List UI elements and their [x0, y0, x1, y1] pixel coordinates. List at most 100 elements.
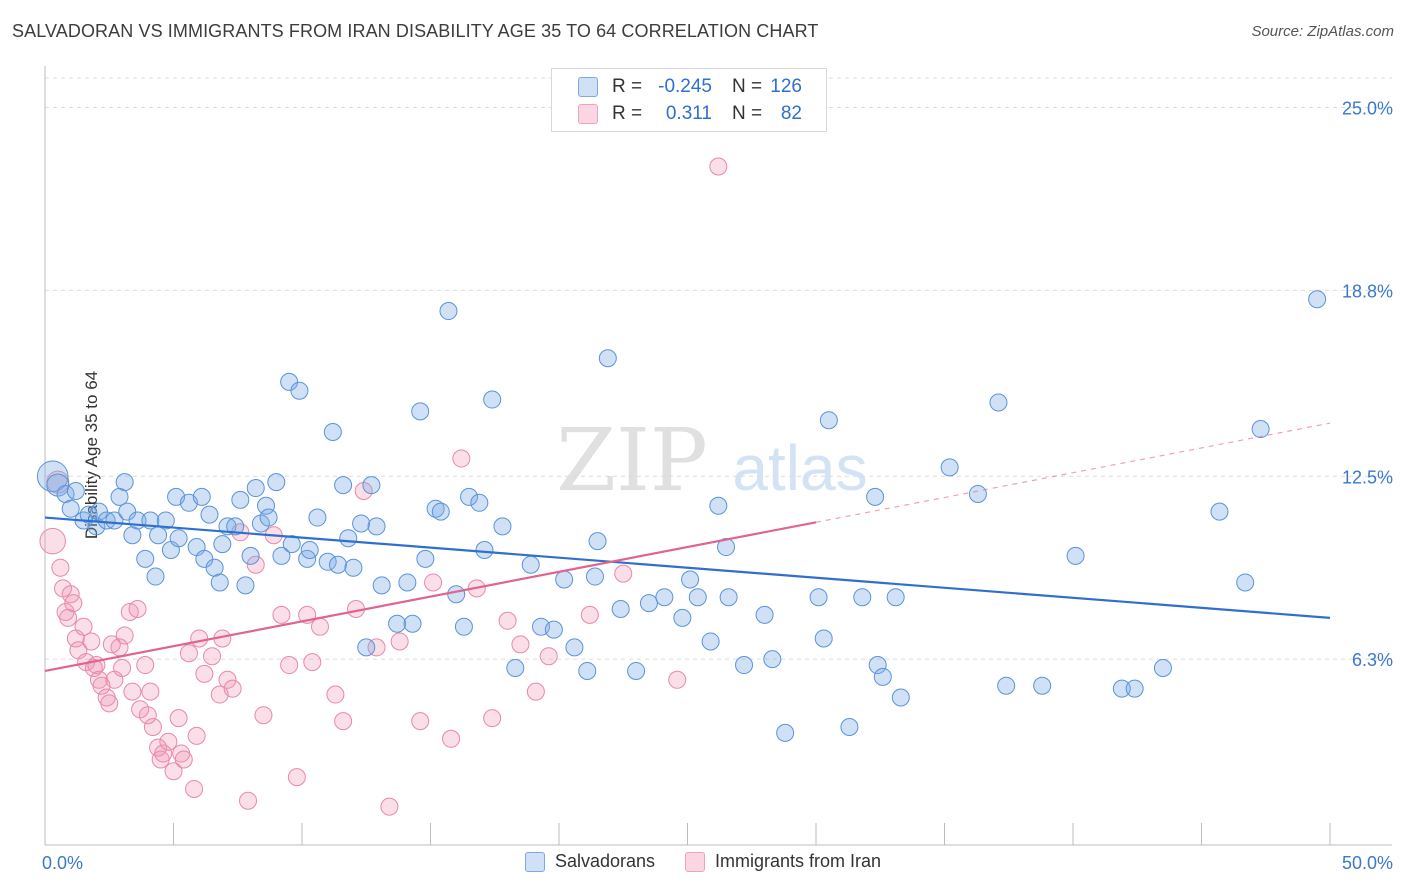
iran-point	[169, 709, 188, 728]
salvadoran-point	[46, 473, 70, 497]
salvadoran-point	[578, 661, 597, 680]
iran-point	[452, 449, 471, 468]
salvadoran-point	[483, 390, 502, 409]
salvadoran-point	[598, 349, 617, 368]
salvadorans-swatch	[578, 77, 598, 97]
salvadoran-point	[588, 532, 607, 551]
salvadoran-point	[1112, 679, 1131, 698]
salvadorans-legend-swatch	[524, 851, 545, 872]
salvadoran-point	[411, 402, 430, 421]
salvadoran-point	[334, 476, 353, 495]
iran-point	[159, 732, 178, 751]
iran-point	[254, 706, 273, 725]
salvadoran-point	[940, 458, 959, 477]
iran-point	[498, 611, 517, 630]
iran-legend-swatch	[685, 851, 706, 872]
iran-point	[195, 664, 214, 683]
salvadoran-point	[544, 620, 563, 639]
y-tick-label: 12.5%	[1342, 467, 1393, 487]
salvadoran-point	[470, 493, 489, 512]
iran-point	[380, 797, 399, 816]
salvadoran-point	[416, 549, 435, 568]
iran-point	[128, 600, 147, 618]
salvadoran-point	[968, 484, 987, 503]
iran-point	[136, 656, 155, 675]
salvadoran-point	[403, 614, 422, 633]
n-value: 82	[780, 103, 802, 124]
iran-point	[424, 573, 443, 592]
salvadoran-point	[226, 517, 245, 536]
iran-point	[187, 726, 206, 745]
salvadoran-point	[426, 499, 445, 518]
y-tick-label: 6.3%	[1352, 650, 1393, 670]
iran-point	[614, 564, 633, 583]
iran-point	[526, 682, 545, 701]
legend-item-iran[interactable]: Immigrants from Iran	[685, 851, 881, 872]
iran-point	[164, 762, 183, 781]
salvadoran-point	[323, 423, 342, 441]
salvadoran-point	[267, 473, 286, 492]
y-tick-label: 25.0%	[1342, 99, 1393, 119]
salvadoran-point	[475, 541, 494, 559]
r-value: 0.311	[665, 103, 712, 124]
iran-point	[272, 605, 291, 624]
legend-item-salvadorans[interactable]: Salvadorans	[524, 851, 655, 872]
salvadoran-point	[989, 393, 1008, 412]
salvadoran-point	[200, 505, 219, 524]
salvadoran-point	[213, 535, 232, 554]
salvadoran-point	[688, 588, 707, 607]
salvadoran-point	[195, 549, 214, 568]
salvadoran-point	[280, 372, 299, 391]
iran-point	[326, 685, 345, 704]
salvadoran-point	[1308, 290, 1327, 309]
salvadoran-point	[763, 650, 782, 669]
salvadoran-point	[272, 546, 291, 565]
salvadoran-point	[460, 487, 479, 506]
iran-point	[113, 659, 132, 677]
salvadoran-point	[1033, 676, 1052, 695]
iran-point	[310, 617, 329, 636]
iran-point	[483, 709, 502, 728]
iran-point	[123, 682, 142, 701]
iran-point	[367, 638, 386, 657]
iran-point	[154, 744, 173, 763]
iran-point	[149, 738, 168, 757]
iran-point	[668, 670, 687, 689]
salvadoran-point	[36, 460, 69, 493]
iran-point	[174, 750, 193, 769]
salvadoran-point	[388, 614, 407, 633]
salvadoran-point	[853, 588, 872, 607]
salvadoran-point	[431, 502, 450, 521]
n-label: N =	[732, 103, 763, 124]
iran-point	[203, 647, 222, 666]
salvadoran-point	[236, 576, 255, 595]
n-value: 126	[770, 76, 802, 97]
salvadoran-point	[146, 567, 165, 586]
iran-point	[709, 157, 728, 176]
iran-point	[287, 768, 306, 787]
salvadoran-point	[840, 718, 859, 736]
salvadoran-point	[372, 576, 391, 595]
stats-row-salvadorans: R = -0.245 N = 126	[552, 73, 826, 101]
iran-point	[580, 605, 599, 624]
iran-swatch	[578, 104, 598, 124]
iran-trend-line	[44, 521, 817, 673]
iran-point	[100, 694, 119, 713]
salvadoran-point	[290, 381, 309, 400]
stats-row-iran: R = 0.311 N = 82	[552, 100, 826, 128]
iran-point	[539, 647, 558, 666]
tick-labels: 6.3% 12.5% 18.8% 25.0% 0.0% 50.0%	[42, 99, 1393, 874]
iran-point	[223, 679, 242, 698]
salvadoran-point	[555, 570, 574, 589]
salvadoran-points	[36, 290, 1327, 742]
iran-point	[239, 791, 258, 810]
salvadoran-point	[300, 541, 319, 559]
salvadoran-point	[776, 723, 795, 742]
salvadoran-point	[115, 473, 134, 492]
watermark-zip: ZIP	[556, 411, 708, 511]
salvadoran-trend-line	[44, 516, 1331, 619]
salvadoran-point	[97, 511, 116, 530]
salvadoran-point	[136, 549, 155, 568]
iran-point	[246, 555, 265, 574]
source-credit: Source: ZipAtlas.com	[1251, 23, 1394, 40]
